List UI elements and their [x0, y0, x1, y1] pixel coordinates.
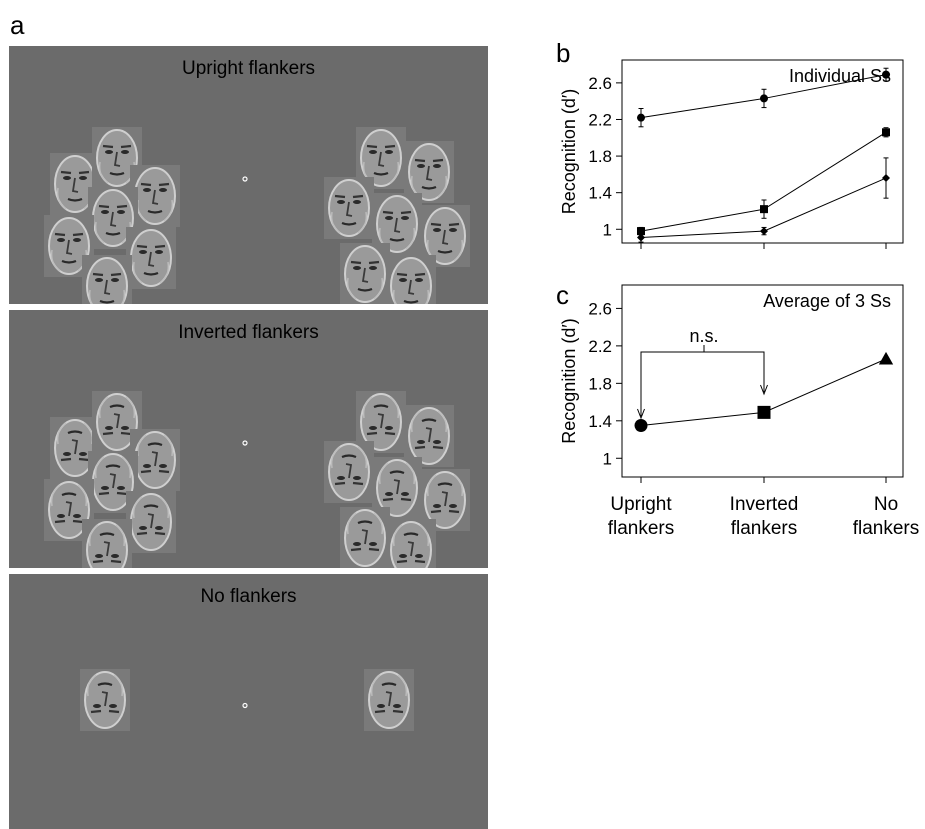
- y-tick-label: 2.6: [588, 299, 612, 318]
- y-tick-label: 2.2: [588, 337, 612, 356]
- face-icon: [324, 441, 374, 503]
- face-icon: [126, 491, 176, 553]
- face-icon: [364, 669, 414, 731]
- face-icon: [126, 227, 176, 289]
- face-icon: [324, 177, 374, 239]
- data-point-circle: [634, 418, 648, 432]
- plot-frame: [621, 284, 904, 478]
- face-icon: [356, 127, 406, 189]
- x-category-label: Inverted: [730, 494, 799, 515]
- face-icon: [386, 255, 436, 304]
- fixation-point: [242, 176, 248, 182]
- stimulus-faces-none: [80, 669, 414, 731]
- x-category-label: flankers: [608, 518, 675, 539]
- series-line: [640, 177, 887, 239]
- face-icon: [82, 255, 132, 304]
- series-line: [640, 358, 887, 426]
- data-point-square: [882, 128, 890, 137]
- series-line: [640, 74, 887, 119]
- y-tick-label: 1.8: [588, 374, 612, 393]
- data-point-diamond: [882, 174, 890, 183]
- data-point-circle: [760, 94, 768, 103]
- fixation-point: [242, 702, 248, 709]
- comparison-bracket: [640, 351, 765, 416]
- face-icon: [340, 243, 390, 304]
- y-tick-label: 1.4: [588, 412, 612, 431]
- panel-letter-b: b: [556, 38, 571, 68]
- stimulus-title: No flankers: [200, 586, 297, 607]
- x-category-label: No: [874, 494, 898, 515]
- data-point-diamond: [760, 227, 768, 236]
- chart-annotation: Individual Ss: [789, 66, 891, 86]
- face-icon: [88, 451, 138, 513]
- face-icon: [386, 519, 436, 568]
- face-icon: [82, 519, 132, 568]
- y-axis-label: Recognition (d′): [559, 89, 579, 214]
- face-icon: [404, 405, 454, 467]
- stimulus-panel-inverted: Inverted flankers: [9, 310, 488, 568]
- data-point-circle: [637, 113, 645, 122]
- y-tick-label: 2.6: [588, 74, 612, 93]
- face-icon: [420, 469, 470, 531]
- stimulus-panel-upright: Upright flankers: [9, 46, 488, 304]
- y-tick-label: 1.8: [588, 147, 612, 166]
- x-category-label: flankers: [853, 518, 920, 539]
- face-icon: [88, 187, 138, 249]
- data-point-circle: [882, 70, 890, 79]
- data-point-triangle: [878, 351, 894, 365]
- face-icon: [130, 429, 180, 491]
- face-icon: [130, 165, 180, 227]
- plot-frame: [621, 59, 904, 244]
- face-icon: [404, 141, 454, 203]
- x-category-label: flankers: [731, 518, 798, 539]
- chart-annotation: Average of 3 Ss: [763, 291, 891, 311]
- face-icon: [340, 507, 390, 568]
- stimulus-title: Upright flankers: [181, 58, 316, 79]
- fixation-point: [242, 440, 248, 446]
- data-point-square: [760, 205, 768, 214]
- data-point-square: [757, 405, 771, 419]
- arrow-down-icon: [637, 408, 645, 420]
- x-category-label: Upright: [610, 494, 672, 515]
- panel-letter-c: c: [556, 280, 569, 310]
- comparison-label: n.s.: [689, 326, 718, 346]
- data-point-square: [637, 227, 645, 236]
- stimulus-faces-inverted: [44, 391, 470, 568]
- face-icon: [80, 669, 130, 731]
- series-line: [640, 131, 887, 232]
- stimulus-faces-upright: [44, 127, 470, 304]
- panel-letter-a: a: [10, 10, 25, 40]
- y-tick-label: 2.2: [588, 110, 612, 129]
- y-tick-label: 1: [603, 220, 612, 239]
- stimulus-panel-none: No flankers: [9, 574, 488, 829]
- arrow-down-icon: [760, 384, 768, 396]
- y-tick-label: 1: [603, 449, 612, 468]
- data-point-diamond: [637, 233, 645, 242]
- stimulus-title: Inverted flankers: [178, 322, 319, 343]
- y-tick-label: 1.4: [588, 184, 612, 203]
- y-axis-label: Recognition (d′): [559, 318, 579, 443]
